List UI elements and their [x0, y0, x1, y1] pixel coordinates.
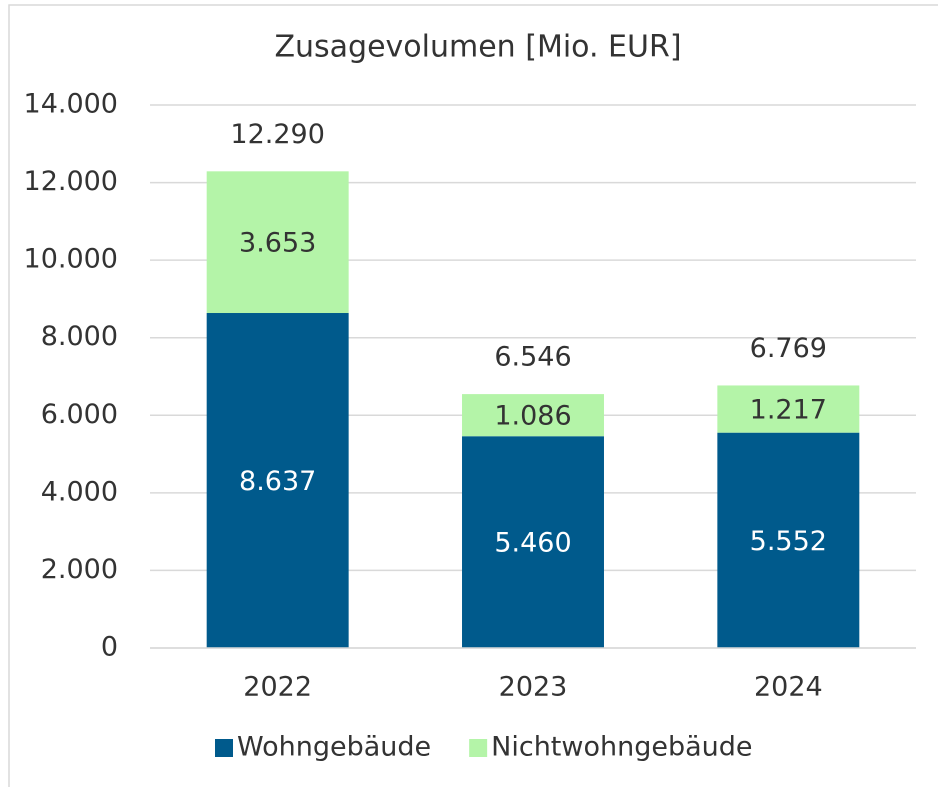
data-label: 5.552 — [750, 526, 827, 557]
y-tick-label: 12.000 — [24, 166, 118, 197]
y-tick-label: 4.000 — [41, 476, 118, 507]
total-label: 6.769 — [750, 333, 827, 364]
data-label: 1.217 — [750, 395, 827, 426]
y-tick-label: 8.000 — [41, 321, 118, 352]
bar-segment — [462, 436, 604, 648]
legend-label: Wohngebäude — [237, 732, 431, 763]
y-tick-label: 0 — [101, 632, 118, 663]
chart-frame — [8, 4, 938, 787]
x-tick-label: 2023 — [499, 672, 568, 703]
bar-segment — [206, 171, 349, 314]
legend-swatch — [215, 739, 233, 757]
data-label: 8.637 — [239, 466, 316, 497]
data-label: 5.460 — [494, 528, 571, 559]
bar-segment — [717, 385, 860, 433]
bar-segment — [462, 394, 604, 437]
y-tick-label: 2.000 — [41, 554, 118, 585]
y-tick-label: 10.000 — [24, 244, 118, 275]
y-tick-label: 14.000 — [24, 89, 118, 120]
total-label: 6.546 — [494, 342, 571, 373]
chart-title: Zusagevolumen [Mio. EUR] — [274, 30, 681, 65]
y-tick-label: 6.000 — [41, 399, 118, 430]
data-label: 1.086 — [494, 401, 571, 432]
x-tick-label: 2024 — [754, 672, 823, 703]
total-label: 12.290 — [230, 119, 324, 150]
legend-label: Nichtwohngebäude — [491, 732, 752, 763]
legend-swatch — [469, 739, 488, 757]
data-label: 3.653 — [239, 228, 316, 259]
bar-segment — [206, 313, 349, 648]
x-tick-label: 2022 — [243, 672, 312, 703]
bar-segment — [717, 432, 860, 648]
